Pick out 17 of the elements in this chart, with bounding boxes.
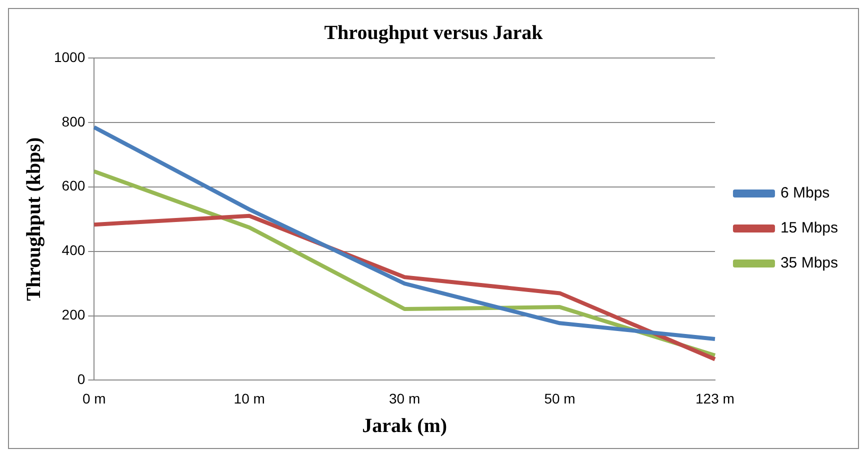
y-tick-label: 600 <box>62 178 86 194</box>
y-tick-label: 1000 <box>54 48 86 65</box>
legend-label: 35 Mbps <box>780 254 838 272</box>
y-tick-label: 200 <box>62 306 86 323</box>
x-tick-label: 50 m <box>544 390 576 406</box>
x-tick-label: 0 m <box>82 390 106 406</box>
x-tick-label: 30 m <box>388 390 420 406</box>
legend-label: 15 Mbps <box>780 220 838 237</box>
chart-title: Throughput versus Jarak <box>324 22 544 44</box>
y-tick-label: 800 <box>62 113 86 130</box>
y-tick-label: 400 <box>62 242 86 258</box>
y-tick-label: 0 <box>77 371 86 388</box>
y-axis-title: Throughput (kbps) <box>23 137 46 301</box>
x-axis-title: Jarak (m) <box>362 415 448 438</box>
legend-label: 6 Mbps <box>780 184 830 202</box>
x-tick-label: 123 m <box>696 390 734 406</box>
x-tick-label: 10 m <box>234 390 265 406</box>
